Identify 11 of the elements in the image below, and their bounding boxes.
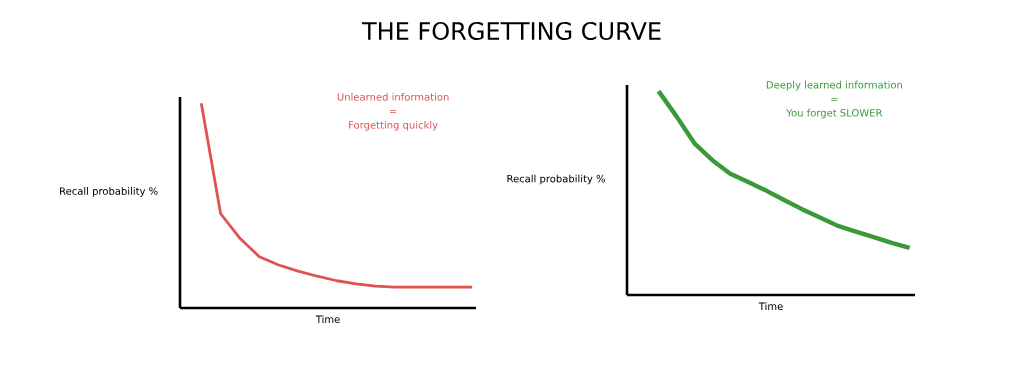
y-axis-title: Recall probability % (60, 187, 158, 197)
x-axis-title: Time (758, 302, 783, 311)
x-axis-title: Time (315, 315, 340, 324)
annotation: You forget SLOWER (786, 108, 883, 119)
y-axis-title: Recall probability % (507, 174, 606, 185)
text: Deeply learned information (766, 80, 902, 91)
annotation: = (831, 97, 838, 101)
chart-title: THE FORGETTING CURVE (361, 21, 661, 41)
text: Unlearned information (337, 92, 449, 101)
annotation: Forgetting quickly (349, 120, 438, 131)
annotation: = (390, 109, 397, 113)
